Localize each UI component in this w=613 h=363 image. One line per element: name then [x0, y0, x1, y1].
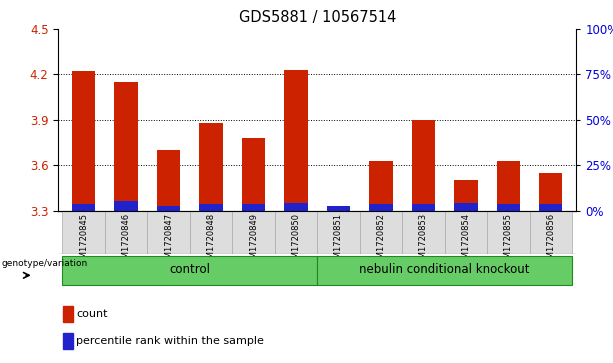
Bar	[199, 204, 223, 211]
Bar	[105, 211, 147, 254]
Bar	[530, 211, 572, 254]
Bar	[115, 201, 138, 211]
Text: GSM1720850: GSM1720850	[292, 213, 300, 269]
Bar	[157, 206, 180, 211]
Bar	[487, 211, 530, 254]
Bar	[284, 70, 308, 211]
Bar	[232, 211, 275, 254]
Bar	[539, 173, 562, 211]
FancyBboxPatch shape	[318, 256, 572, 285]
Bar	[157, 150, 180, 211]
Bar	[497, 160, 520, 211]
Bar	[402, 211, 444, 254]
Text: genotype/variation: genotype/variation	[2, 260, 88, 268]
Text: count: count	[77, 309, 108, 319]
Bar	[412, 120, 435, 211]
Text: GSM1720849: GSM1720849	[249, 213, 258, 269]
Bar	[147, 211, 190, 254]
FancyBboxPatch shape	[63, 256, 318, 285]
Bar	[275, 211, 318, 254]
Bar	[497, 204, 520, 211]
Bar	[360, 211, 402, 254]
Bar	[327, 208, 350, 211]
Bar	[412, 204, 435, 211]
Bar	[63, 333, 73, 349]
Bar	[72, 204, 96, 211]
Bar	[539, 204, 562, 211]
Bar	[284, 203, 308, 211]
Text: GSM1720846: GSM1720846	[121, 213, 131, 269]
Bar	[327, 206, 350, 211]
Text: percentile rank within the sample: percentile rank within the sample	[77, 336, 264, 346]
Text: GSM1720851: GSM1720851	[334, 213, 343, 269]
Bar	[72, 72, 96, 211]
Bar	[369, 160, 392, 211]
Text: GSM1720848: GSM1720848	[207, 213, 216, 269]
Text: GSM1720852: GSM1720852	[376, 213, 386, 269]
Text: GSM1720854: GSM1720854	[462, 213, 470, 269]
Text: GSM1720853: GSM1720853	[419, 213, 428, 269]
Text: GSM1720856: GSM1720856	[546, 213, 555, 269]
Text: GSM1720847: GSM1720847	[164, 213, 173, 269]
Bar	[63, 211, 105, 254]
Bar	[63, 306, 73, 322]
Title: GDS5881 / 10567514: GDS5881 / 10567514	[238, 10, 396, 25]
Bar	[115, 82, 138, 211]
Bar	[318, 211, 360, 254]
Bar	[444, 211, 487, 254]
Bar	[242, 204, 265, 211]
Bar	[199, 123, 223, 211]
Text: control: control	[169, 263, 210, 276]
Bar	[369, 204, 392, 211]
Bar	[242, 138, 265, 211]
Text: nebulin conditional knockout: nebulin conditional knockout	[359, 263, 530, 276]
Bar	[454, 203, 478, 211]
Bar	[454, 180, 478, 211]
Text: GSM1720845: GSM1720845	[79, 213, 88, 269]
Text: GSM1720855: GSM1720855	[504, 213, 513, 269]
Bar	[190, 211, 232, 254]
